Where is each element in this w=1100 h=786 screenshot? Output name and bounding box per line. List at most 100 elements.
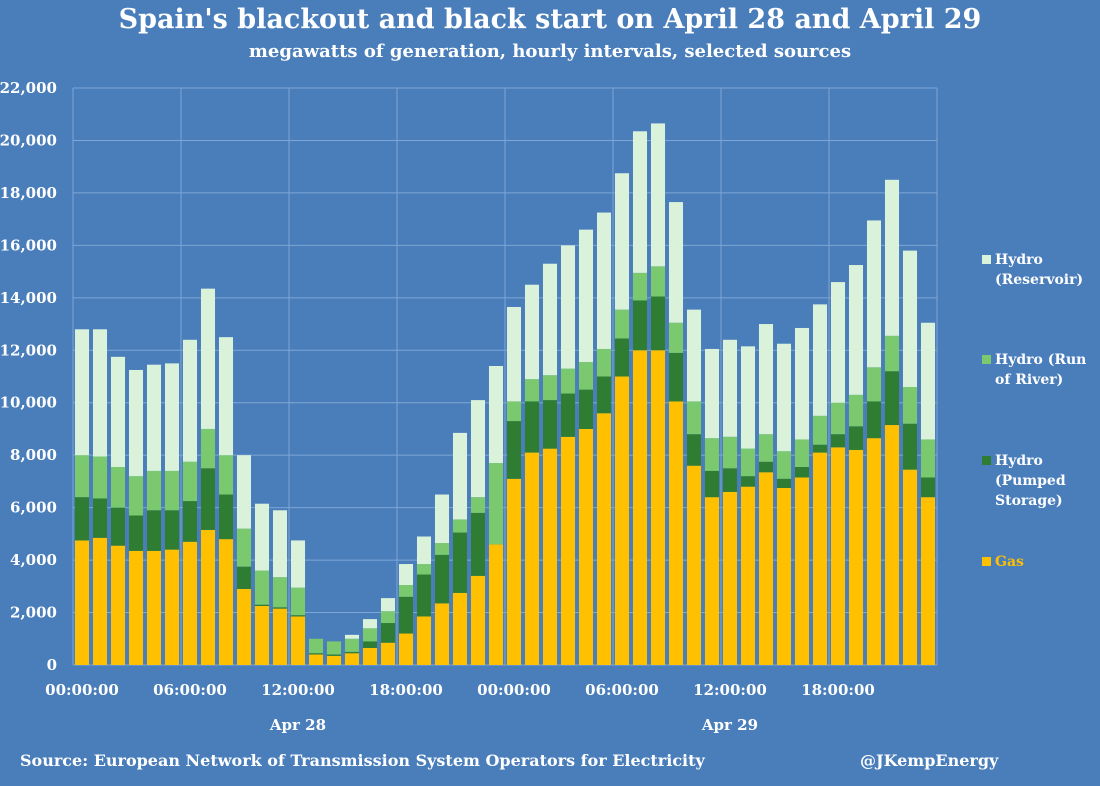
bar-hydro-pumped-storage <box>146 510 162 551</box>
bar-gas <box>272 608 288 665</box>
bar-hydro-reservoir <box>452 432 468 520</box>
bar-hydro-run-of-river <box>344 638 360 652</box>
legend-item-hydro-run-of-river: Hydro (Run of River) <box>982 350 1098 390</box>
bar-hydro-run-of-river <box>560 368 576 394</box>
bar-hydro-run-of-river <box>308 638 324 654</box>
bar-hydro-run-of-river <box>380 611 396 624</box>
bar-hydro-run-of-river <box>290 587 306 616</box>
x-date-label: Apr 28 <box>269 716 326 734</box>
bar-gas <box>902 469 918 665</box>
bar-hydro-run-of-river <box>416 564 432 575</box>
bar-hydro-pumped-storage <box>74 497 90 541</box>
bar-hydro-reservoir <box>524 284 540 380</box>
bar-hydro-reservoir <box>884 179 900 336</box>
bar-hydro-run-of-river <box>236 528 252 567</box>
bar-hydro-reservoir <box>794 327 810 440</box>
bar-hydro-pumped-storage <box>812 444 828 453</box>
bar-hydro-run-of-river <box>542 375 558 401</box>
bar-hydro-pumped-storage <box>848 426 864 450</box>
y-tick-label: 4,000 <box>10 551 57 569</box>
y-tick-label: 14,000 <box>0 289 57 307</box>
bar-hydro-pumped-storage <box>110 507 126 546</box>
y-axis: 0 2,000 4,000 6,000 8,000 10,000 12,000 14,000 1… <box>0 79 57 674</box>
legend-label-line: Gas <box>995 554 1024 570</box>
bar-gas <box>398 633 414 665</box>
chart-subtitle: megawatts of generation, hourly interval… <box>248 41 852 62</box>
bar-hydro-reservoir <box>650 123 666 267</box>
bar-gas <box>290 616 306 665</box>
bar-hydro-run-of-river <box>614 309 630 339</box>
bar-hydro-pumped-storage <box>560 393 576 437</box>
x-tick-label: 00:00:00 <box>477 681 551 699</box>
bar-hydro-reservoir <box>128 369 144 477</box>
bar-hydro-pumped-storage <box>200 468 216 530</box>
bar-hydro-reservoir <box>146 364 162 471</box>
bar-hydro-reservoir <box>344 634 360 639</box>
y-tick-label: 12,000 <box>0 341 57 359</box>
bar-hydro-reservoir <box>596 212 612 349</box>
legend-label: Hydro (Pumped Storage) <box>995 451 1066 511</box>
bar-hydro-run-of-river <box>650 266 666 297</box>
bar-hydro-run-of-river <box>254 570 270 605</box>
x-tick-label: 00:00:00 <box>45 681 119 699</box>
bar-gas <box>812 452 828 665</box>
bar-hydro-reservoir <box>740 346 756 449</box>
bar-gas <box>326 655 342 665</box>
bar-hydro-reservoir <box>416 536 432 565</box>
bar-gas <box>254 605 270 665</box>
bar-gas <box>92 537 108 665</box>
bar-hydro-run-of-river <box>362 628 378 642</box>
bar-hydro-run-of-river <box>884 335 900 372</box>
y-tick-label: 2,000 <box>10 604 57 622</box>
bar-hydro-pumped-storage <box>290 615 306 617</box>
bar-gas <box>614 376 630 665</box>
bar-hydro-run-of-river <box>398 585 414 597</box>
bar-hydro-reservoir <box>434 494 450 544</box>
y-tick-label: 16,000 <box>0 236 57 254</box>
bar-gas <box>200 529 216 665</box>
bar-gas <box>434 603 450 665</box>
bar-hydro-run-of-river <box>920 439 936 478</box>
bar-hydro-pumped-storage <box>686 434 702 466</box>
legend-swatch <box>982 557 991 566</box>
bar-hydro-run-of-river <box>218 455 234 495</box>
legend-swatch <box>982 355 991 364</box>
author-handle: @JKempEnergy <box>860 751 999 770</box>
bar-hydro-pumped-storage <box>794 466 810 478</box>
y-tick-label: 20,000 <box>0 131 57 149</box>
bar-hydro-run-of-river <box>704 438 720 471</box>
bar-gas <box>236 588 252 665</box>
bar-gas <box>848 449 864 665</box>
bar-hydro-run-of-river <box>686 401 702 435</box>
bar-gas <box>668 401 684 665</box>
y-tick-label: 22,000 <box>0 79 57 97</box>
bar-hydro-run-of-river <box>200 428 216 469</box>
bar-gas <box>920 497 936 665</box>
bar-hydro-run-of-river <box>452 519 468 533</box>
bar-hydro-pumped-storage <box>344 651 360 654</box>
bar-gas <box>722 491 738 665</box>
bar-gas <box>560 436 576 665</box>
bar-hydro-run-of-river <box>812 415 828 445</box>
bar-hydro-reservoir <box>506 306 522 402</box>
bar-gas <box>740 486 756 665</box>
bar-hydro-reservoir <box>848 265 864 395</box>
bar-hydro-pumped-storage <box>542 400 558 449</box>
bar-hydro-pumped-storage <box>308 653 324 655</box>
bar-hydro-reservoir <box>362 619 378 629</box>
bar-hydro-reservoir <box>722 339 738 437</box>
legend-label: Hydro (Run of River) <box>995 350 1086 390</box>
legend-label-line: (Pumped <box>995 473 1066 489</box>
bar-hydro-reservoir <box>668 202 684 323</box>
bar-hydro-pumped-storage <box>668 352 684 402</box>
bar-hydro-run-of-river <box>92 456 108 499</box>
bar-hydro-reservoir <box>578 229 594 363</box>
legend-label-line: of River) <box>995 372 1064 388</box>
legend-item-gas: Gas <box>982 552 1098 572</box>
bar-hydro-reservoir <box>164 363 180 471</box>
bar-hydro-run-of-river <box>668 322 684 353</box>
bar-gas <box>542 448 558 665</box>
bar-hydro-pumped-storage <box>704 470 720 498</box>
bar-hydro-run-of-river <box>128 476 144 516</box>
